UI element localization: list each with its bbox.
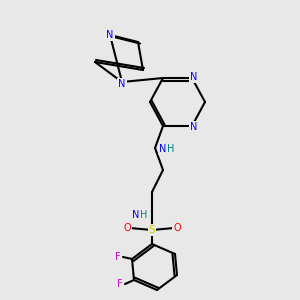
Text: F: F: [115, 252, 121, 262]
Text: O: O: [123, 223, 131, 233]
Text: S: S: [149, 225, 155, 235]
Text: O: O: [173, 223, 181, 233]
Text: N: N: [106, 30, 114, 40]
Text: N: N: [132, 210, 140, 220]
Text: F: F: [117, 279, 123, 289]
Text: N: N: [159, 144, 167, 154]
Text: N: N: [190, 72, 198, 82]
Text: H: H: [140, 210, 148, 220]
Text: N: N: [118, 79, 126, 89]
Text: H: H: [167, 144, 175, 154]
Text: N: N: [190, 122, 198, 132]
